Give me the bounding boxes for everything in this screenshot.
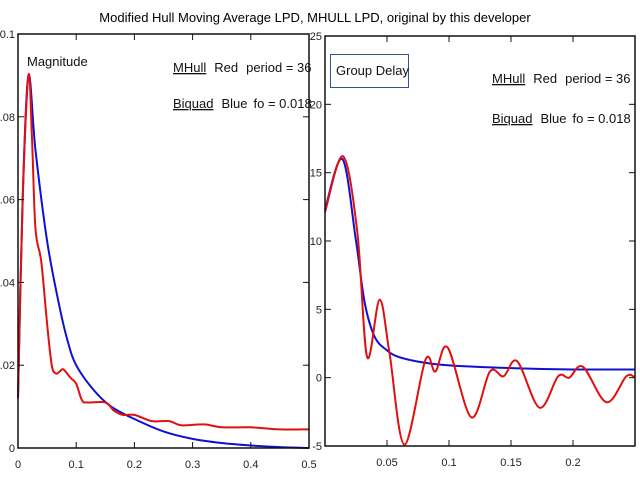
x-tick-label: 0.1 <box>441 457 456 469</box>
x-tick-label: 0.2 <box>565 457 580 469</box>
y-tick-label: 0.06 <box>0 195 15 207</box>
x-tick-label: 0.3 <box>185 459 200 471</box>
series-line-mhull <box>17 72 310 431</box>
group-delay-plot: 0.05 0.1 0.15 0.2 -5 0 5 10 15 20 25 <box>310 31 636 469</box>
y-tick-label: 0.02 <box>0 360 15 372</box>
y-tick-label: 0 <box>9 443 15 455</box>
y-tick-label: 0.1 <box>0 29 15 41</box>
group-delay-legend: MHull Red period = 36 Biquad Blue fo = 0.018 <box>492 71 631 126</box>
series-line-biquad <box>17 73 310 449</box>
magnitude-legend: MHull Red period = 36 Biquad Blue fo = 0.018 <box>173 60 312 111</box>
y-tick-label: 0 <box>316 373 322 385</box>
series-line-mhull <box>324 155 636 446</box>
x-tick-label: 0.2 <box>127 459 142 471</box>
y-tick-label: 0.04 <box>0 277 15 289</box>
magnitude-label: Magnitude <box>27 54 88 69</box>
x-tick-label: 0 <box>15 459 21 471</box>
magnitude-plot: 0 0.1 0.2 0.3 0.4 0.5 0 0.02 0.04 0.06 0.08 0.1 <box>0 29 317 471</box>
x-tick-label: 0.1 <box>69 459 84 471</box>
y-tick-label: 20 <box>310 99 322 111</box>
plot-frame <box>17 33 310 449</box>
y-tick-label: 25 <box>310 31 322 43</box>
legend-biquad: Biquad Blue fo = 0.018 <box>492 111 631 126</box>
plot-frame <box>324 35 636 447</box>
series-line-biquad <box>324 157 636 371</box>
x-tick-label: 0.4 <box>243 459 258 471</box>
legend-mhull: MHull Red period = 36 <box>173 60 312 75</box>
x-tick-label: 0.05 <box>376 457 397 469</box>
y-tick-label: -5 <box>312 441 322 453</box>
y-tick-label: 0.08 <box>0 112 15 124</box>
y-tick-label: 5 <box>316 304 322 316</box>
legend-biquad: Biquad Blue fo = 0.018 <box>173 96 312 111</box>
y-tick-label: 15 <box>310 168 322 180</box>
group-delay-label-box <box>330 54 409 88</box>
chart-title: Modified Hull Moving Average LPD, MHULL … <box>99 10 531 25</box>
y-tick-label: 10 <box>310 236 322 248</box>
x-tick-label: 0.5 <box>301 459 316 471</box>
group-delay-label: Group Delay <box>336 63 409 78</box>
x-tick-label: 0.15 <box>500 457 521 469</box>
legend-mhull: MHull Red period = 36 <box>492 71 631 86</box>
